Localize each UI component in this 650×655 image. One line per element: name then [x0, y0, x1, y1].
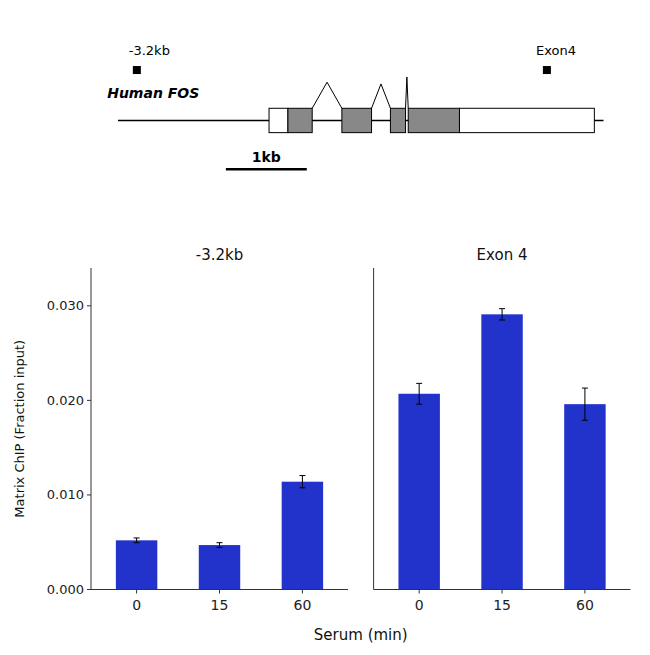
y-tick [87, 305, 91, 306]
y-tick-label: 0.010 [47, 487, 84, 502]
bars [398, 309, 605, 590]
exon-4 [408, 108, 459, 132]
bars [116, 476, 323, 590]
x-tick [502, 590, 503, 594]
gene-diagram: Human FOS -3.2kb Exon4 1kb [107, 43, 603, 169]
gene-label: Human FOS [107, 85, 199, 101]
bar-panel: 0 15 60 Exon 4 [374, 246, 631, 613]
site-label: Exon4 [536, 43, 576, 58]
error-cap [499, 308, 505, 309]
intron-3 [406, 77, 409, 108]
error-cap [134, 537, 140, 538]
scale-bar [226, 168, 307, 171]
error-bar [499, 309, 505, 320]
error-cap [217, 542, 223, 543]
error-bar [134, 538, 140, 543]
x-tick-label: 60 [293, 597, 311, 613]
scale-bar-label: 1kb [252, 149, 281, 165]
error-cap [134, 542, 140, 543]
error-cap [582, 388, 588, 389]
panel-title: -3.2kb [196, 246, 243, 264]
y-tick [87, 494, 91, 495]
error-bar [217, 543, 223, 548]
y-tick [87, 400, 91, 401]
y-tick [87, 589, 91, 590]
error-cap [416, 404, 422, 405]
bar-panel: 0 15 60 0.000 0.010 0.020 0.030 -3.2kb Matrix Ch… [12, 246, 408, 644]
x-tick [302, 590, 303, 594]
bar [398, 394, 439, 590]
x-tick [584, 590, 585, 594]
x-tick-label: 15 [493, 597, 511, 613]
bar [564, 404, 605, 589]
bar [282, 482, 323, 590]
exon-1 [288, 108, 312, 132]
y-tick-label: 0.030 [47, 298, 84, 313]
x-tick [419, 590, 420, 594]
error-line [502, 309, 503, 320]
y-axis-line [91, 268, 92, 590]
error-cap [217, 547, 223, 548]
y-axis-line [373, 268, 374, 590]
error-line [584, 388, 585, 420]
panel-title: Exon 4 [477, 246, 528, 264]
page: {"chart_data": [ {"type": "bar", "title"… [0, 0, 650, 655]
exon-2 [342, 108, 372, 132]
x-tick-label: 0 [132, 597, 141, 613]
x-axis-label: Serum (min) [314, 626, 408, 644]
intron-2 [372, 84, 391, 108]
utr-left [269, 108, 288, 132]
y-axis-label: Matrix ChIP (Fraction input) [12, 340, 27, 518]
error-line [419, 383, 420, 404]
y-tick-label: 0.020 [47, 393, 84, 408]
bar [481, 314, 522, 589]
exon-3 [390, 108, 405, 132]
error-bar [582, 388, 588, 420]
utr-right [459, 108, 594, 132]
bar [116, 540, 157, 589]
error-line [302, 476, 303, 488]
error-cap [499, 320, 505, 321]
intron-1 [312, 82, 342, 108]
site-label: -3.2kb [129, 43, 170, 58]
site-marker [543, 66, 551, 74]
x-tick [136, 590, 137, 594]
error-bar [299, 476, 305, 488]
error-line [136, 538, 137, 543]
x-tick-label: 15 [211, 597, 229, 613]
x-tick [219, 590, 220, 594]
site-marker [133, 66, 141, 74]
error-line [219, 543, 220, 548]
error-bar [416, 383, 422, 404]
error-cap [299, 487, 305, 488]
error-cap [582, 420, 588, 421]
figure: Human FOS -3.2kb Exon4 1kb 0 15 60 0.000 0.010 0.… [0, 0, 650, 655]
x-tick-label: 0 [415, 597, 424, 613]
y-tick-label: 0.000 [47, 582, 84, 597]
error-cap [416, 383, 422, 384]
error-cap [299, 475, 305, 476]
x-tick-label: 60 [576, 597, 594, 613]
bar [199, 545, 240, 589]
